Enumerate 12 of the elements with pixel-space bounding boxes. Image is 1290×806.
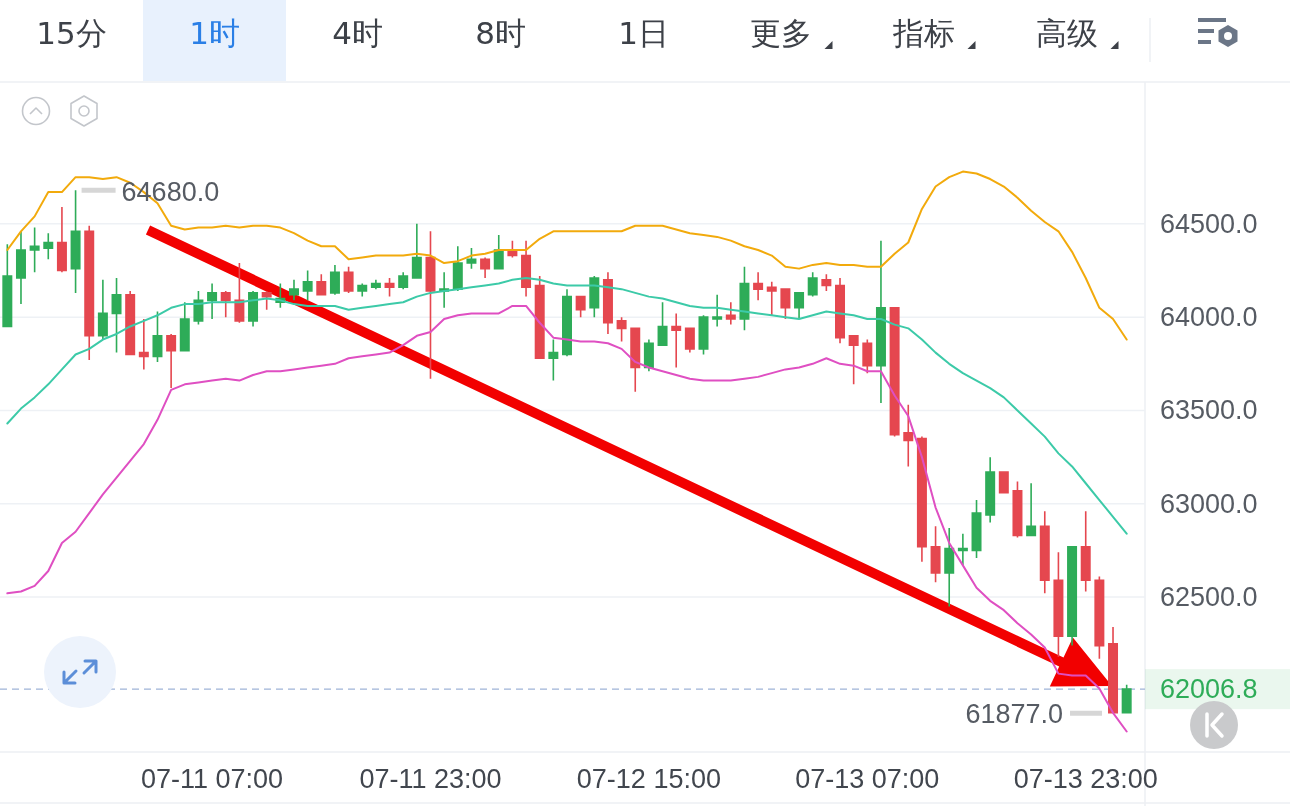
- x-tick-label: 07-11 07:00: [141, 764, 284, 794]
- ref-line-label: 62006.8: [1160, 674, 1258, 705]
- x-tick-label: 07-11 23:00: [359, 764, 502, 794]
- x-tick-label: 07-13 07:00: [795, 764, 940, 794]
- annotation: 61877.0: [965, 699, 1064, 730]
- x-tick-label: 07-12 15:00: [576, 764, 721, 794]
- y-tick-label: 64000.0: [1160, 302, 1258, 333]
- y-tick-label: 62500.0: [1160, 582, 1258, 613]
- x-tick-label: 07-13 23:00: [1013, 764, 1158, 794]
- y-tick-label: 64500.0: [1160, 208, 1258, 239]
- y-tick-label: 63000.0: [1160, 488, 1258, 519]
- y-tick-label: 63500.0: [1160, 395, 1258, 426]
